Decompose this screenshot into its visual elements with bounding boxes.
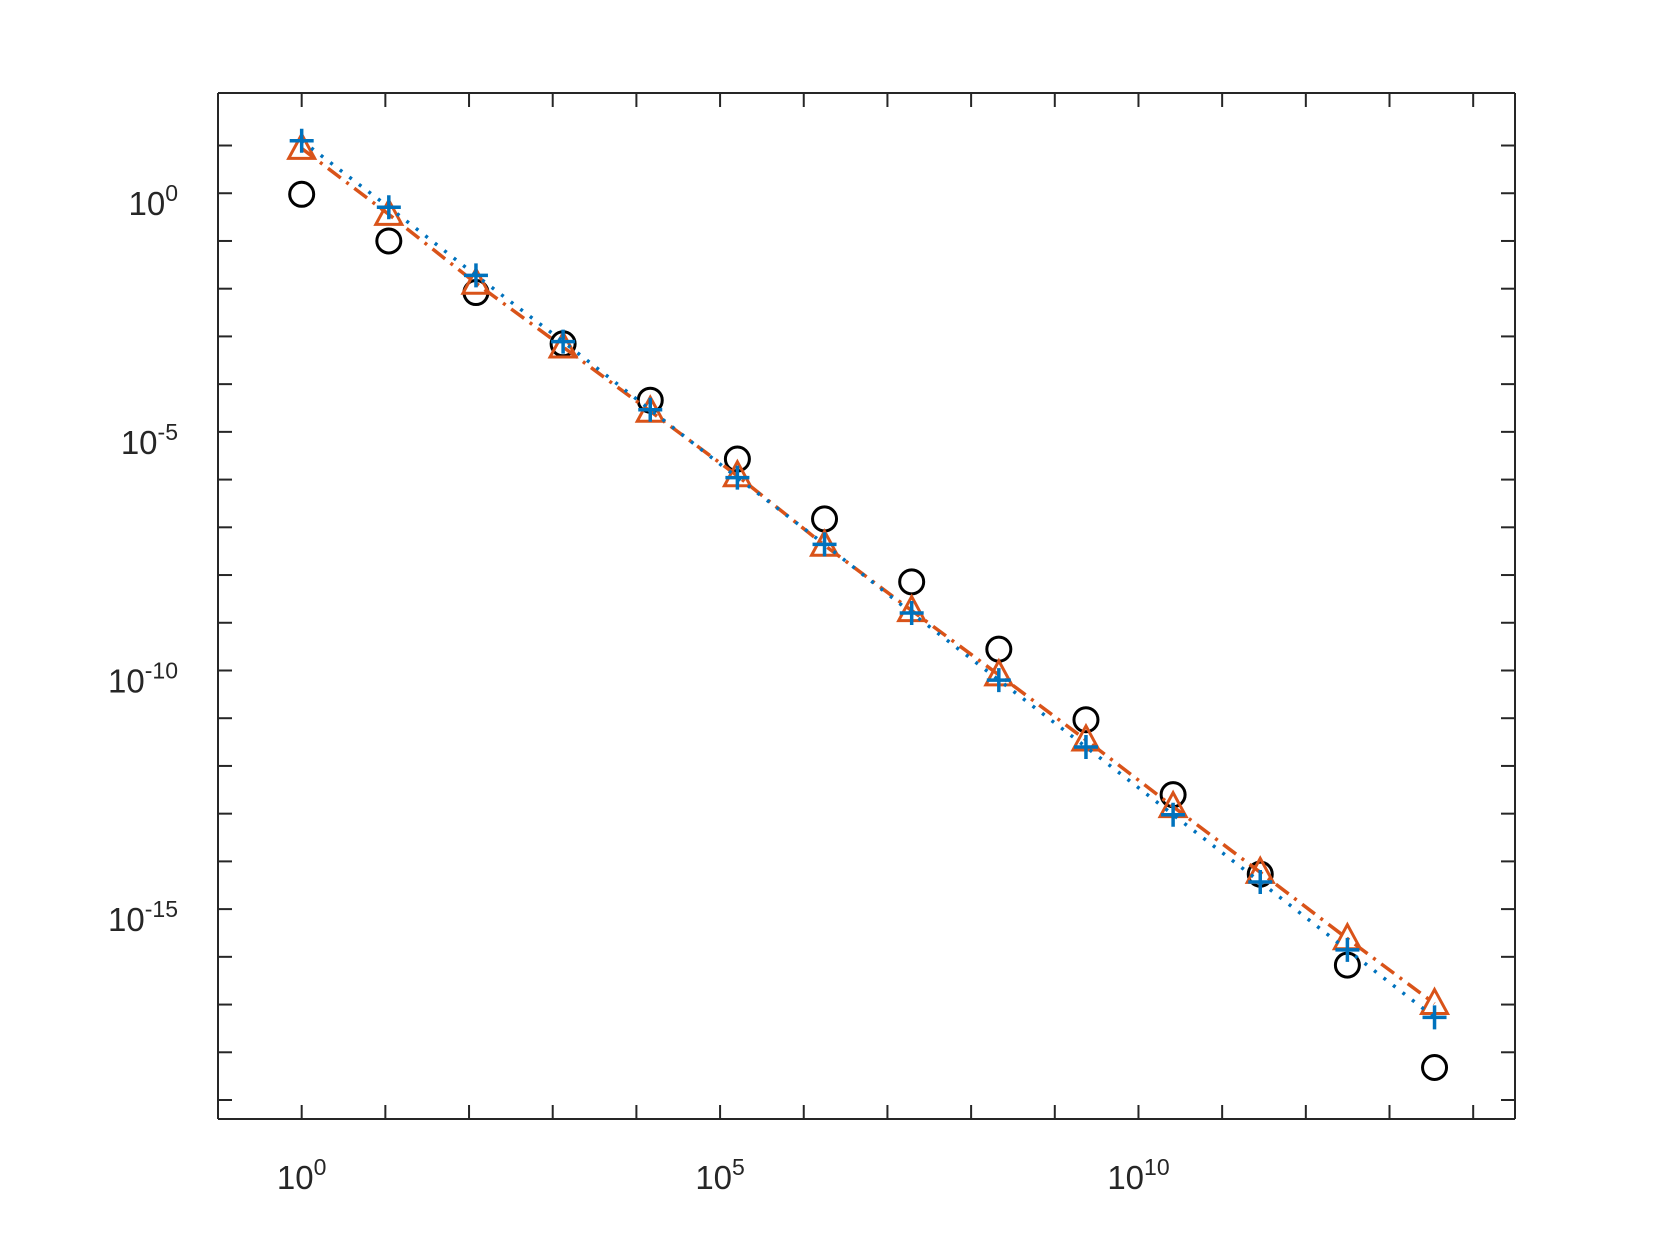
plus-marker	[289, 128, 314, 153]
circle-marker	[1421, 1053, 1449, 1081]
plus-marker	[1161, 802, 1186, 827]
plus-marker	[376, 195, 401, 220]
y-tick-base: 10	[108, 662, 145, 699]
y-tick-exponent: 0	[165, 180, 178, 206]
circle-marker	[375, 227, 403, 255]
circle-marker	[288, 180, 316, 208]
x-tick-base: 10	[277, 1159, 314, 1196]
y-tick-label: 10-10	[108, 657, 178, 699]
plus-marker	[1335, 937, 1360, 962]
y-tick-exponent: -15	[145, 896, 178, 922]
y-tick-exponent: -10	[145, 657, 178, 683]
x-tick-exponent: 5	[732, 1154, 745, 1180]
y-tick-label: 100	[128, 180, 178, 222]
plus-marker	[638, 397, 663, 422]
x-tick-label: 1010	[1107, 1154, 1169, 1196]
plus-marker	[463, 263, 488, 288]
y-tick-label: 10-15	[108, 896, 178, 938]
x-tick-label: 100	[277, 1154, 327, 1196]
y-tick-label: 10-5	[121, 419, 178, 461]
x-tick-exponent: 10	[1144, 1154, 1170, 1180]
x-tick-base: 10	[695, 1159, 732, 1196]
y-tick-base: 10	[128, 185, 165, 222]
circle-marker	[1072, 706, 1100, 734]
y-tick-exponent: -5	[158, 419, 178, 445]
plus-marker	[1422, 1005, 1447, 1030]
y-tick-base: 10	[108, 901, 145, 938]
triangle-marker	[373, 197, 405, 226]
plus-marker	[725, 465, 750, 490]
y-tick-base: 10	[121, 424, 158, 461]
x-tick-label: 105	[695, 1154, 745, 1196]
x-tick-base: 10	[1107, 1159, 1144, 1196]
plus-marker	[1073, 734, 1098, 759]
plus-marker	[899, 601, 924, 626]
triangle-marker	[286, 131, 318, 160]
plus-marker	[812, 532, 837, 557]
plus-marker	[551, 329, 576, 354]
plus-marker	[986, 668, 1011, 693]
plus-marker	[1248, 869, 1273, 894]
x-tick-exponent: 0	[314, 1154, 327, 1180]
